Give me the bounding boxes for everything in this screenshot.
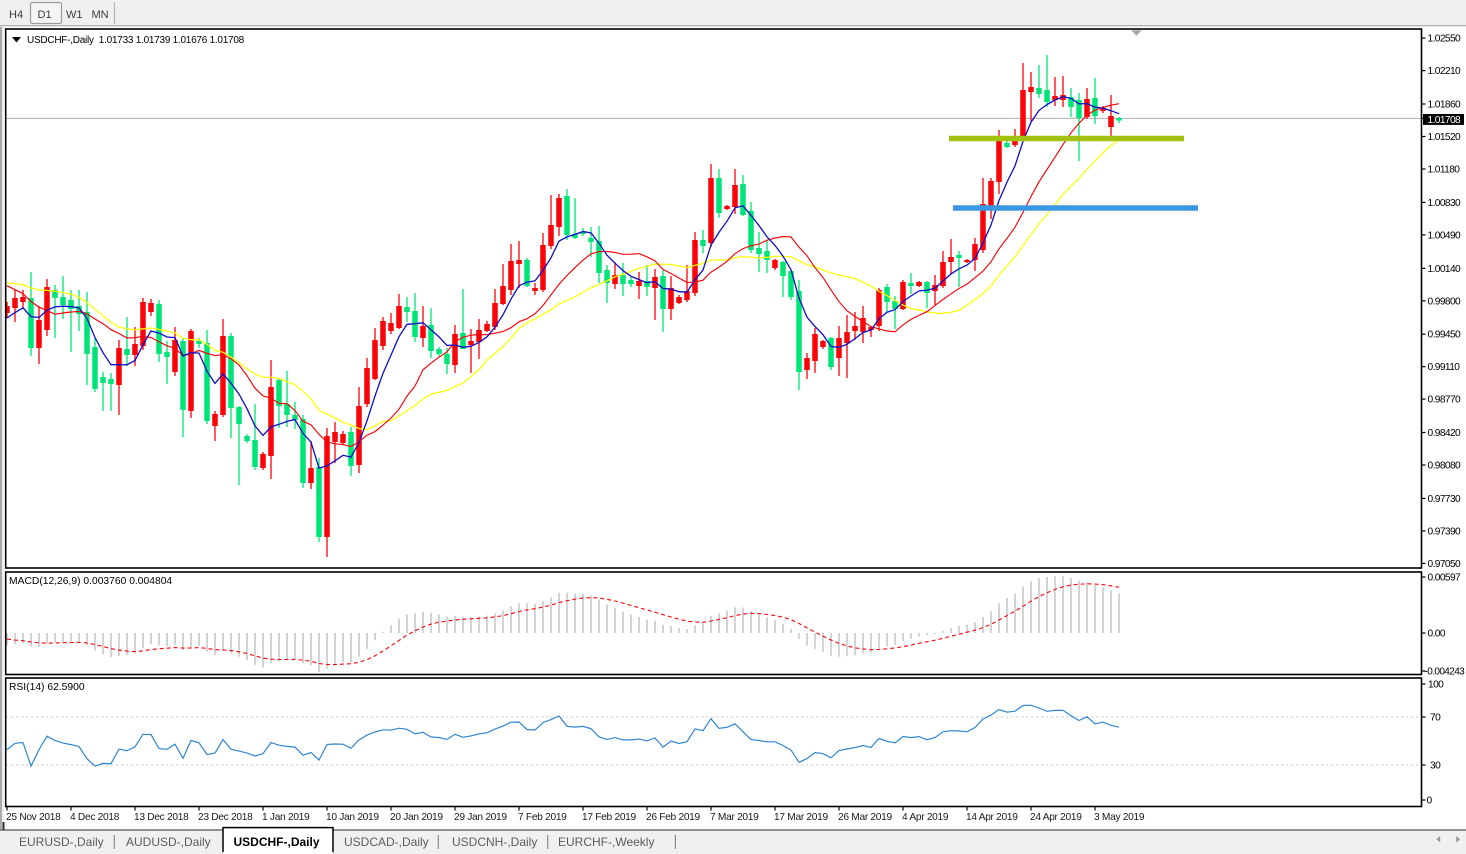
svg-text:W1: W1 <box>66 9 83 21</box>
svg-text:1 Jan 2019: 1 Jan 2019 <box>262 812 310 823</box>
svg-text:26 Mar 2019: 26 Mar 2019 <box>838 812 893 823</box>
svg-text:7 Feb 2019: 7 Feb 2019 <box>518 812 567 823</box>
svg-text:26 Feb 2019: 26 Feb 2019 <box>646 812 701 823</box>
svg-text:1.01708: 1.01708 <box>1428 115 1462 126</box>
svg-text:0.00: 0.00 <box>1428 629 1446 640</box>
svg-text:24 Apr 2019: 24 Apr 2019 <box>1030 812 1082 823</box>
svg-text:MACD(12,26,9) 0.003760 0.00480: MACD(12,26,9) 0.003760 0.004804 <box>9 576 172 587</box>
svg-text:0: 0 <box>1427 796 1433 807</box>
svg-text:1.01180: 1.01180 <box>1428 165 1461 176</box>
svg-text:D1: D1 <box>38 9 52 21</box>
svg-text:13 Dec 2018: 13 Dec 2018 <box>134 812 189 823</box>
svg-text:30: 30 <box>1430 761 1441 772</box>
svg-text:EURCHF-,Weekly: EURCHF-,Weekly <box>558 835 654 849</box>
svg-text:0.99110: 0.99110 <box>1428 362 1461 373</box>
svg-text:MN: MN <box>92 9 109 21</box>
svg-text:1.00140: 1.00140 <box>1428 264 1462 275</box>
svg-text:1.00490: 1.00490 <box>1428 230 1462 241</box>
svg-text:1.02550: 1.02550 <box>1428 34 1462 45</box>
svg-text:USDCHF-,Daily 1.01733 1.01739: USDCHF-,Daily 1.01733 1.01739 1.01676 1.… <box>27 35 245 46</box>
svg-text:17 Mar 2019: 17 Mar 2019 <box>774 812 829 823</box>
svg-text:25 Nov 2018: 25 Nov 2018 <box>6 812 61 823</box>
svg-text:0.97730: 0.97730 <box>1428 494 1462 505</box>
svg-text:17 Feb 2019: 17 Feb 2019 <box>582 812 637 823</box>
svg-text:-0.004243: -0.004243 <box>1425 667 1466 678</box>
svg-text:0.99450: 0.99450 <box>1428 330 1462 341</box>
svg-text:70: 70 <box>1430 713 1441 724</box>
svg-text:1.01520: 1.01520 <box>1428 132 1462 143</box>
svg-text:0.98420: 0.98420 <box>1428 428 1462 439</box>
svg-text:USDCHF-,Daily: USDCHF-,Daily <box>234 835 320 849</box>
svg-text:AUDUSD-,Daily: AUDUSD-,Daily <box>126 835 211 849</box>
svg-text:0.98080: 0.98080 <box>1428 461 1462 472</box>
svg-text:0.97390: 0.97390 <box>1428 526 1462 537</box>
svg-text:1.00830: 1.00830 <box>1428 198 1462 209</box>
svg-text:29 Jan 2019: 29 Jan 2019 <box>454 812 507 823</box>
svg-text:10 Jan 2019: 10 Jan 2019 <box>326 812 379 823</box>
svg-text:0.98770: 0.98770 <box>1428 395 1462 406</box>
svg-text:7 Mar 2019: 7 Mar 2019 <box>710 812 759 823</box>
svg-text:100: 100 <box>1428 680 1444 691</box>
svg-text:EURUSD-,Daily: EURUSD-,Daily <box>19 835 104 849</box>
svg-text:USDCNH-,Daily: USDCNH-,Daily <box>452 835 537 849</box>
svg-text:3 May 2019: 3 May 2019 <box>1094 812 1145 823</box>
svg-text:20 Jan 2019: 20 Jan 2019 <box>390 812 443 823</box>
svg-text:14 Apr 2019: 14 Apr 2019 <box>966 812 1018 823</box>
svg-text:4 Dec 2018: 4 Dec 2018 <box>70 812 120 823</box>
svg-text:RSI(14) 62.5900: RSI(14) 62.5900 <box>9 682 85 693</box>
svg-text:1.01860: 1.01860 <box>1428 100 1462 111</box>
svg-text:1.02210: 1.02210 <box>1428 66 1462 77</box>
svg-text:H4: H4 <box>9 9 23 21</box>
svg-text:0.99800: 0.99800 <box>1428 296 1462 307</box>
svg-text:USDCAD-,Daily: USDCAD-,Daily <box>344 835 429 849</box>
svg-text:0.97050: 0.97050 <box>1428 559 1462 570</box>
svg-text:23 Dec 2018: 23 Dec 2018 <box>198 812 253 823</box>
svg-text:4 Apr 2019: 4 Apr 2019 <box>902 812 949 823</box>
svg-text:0.00597: 0.00597 <box>1428 573 1462 584</box>
